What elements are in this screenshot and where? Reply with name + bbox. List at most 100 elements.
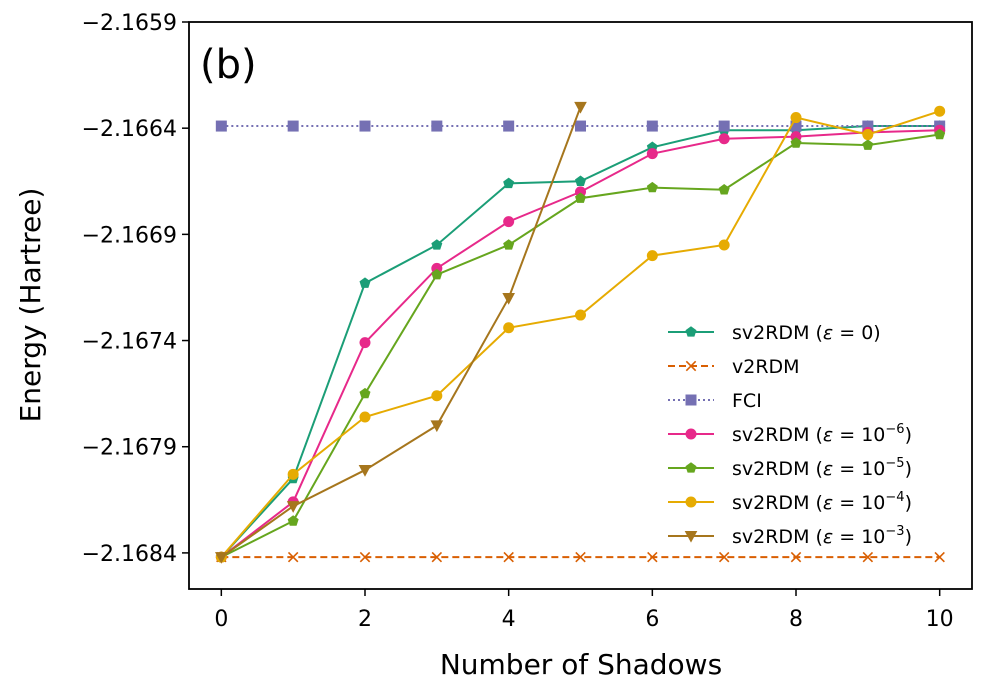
data-point: [502, 293, 515, 305]
data-point: [862, 120, 874, 132]
data-point: [574, 101, 587, 114]
data-point: [358, 465, 372, 477]
data-point: [790, 120, 802, 132]
legend-marker: [685, 360, 697, 372]
data-point: [646, 181, 658, 193]
marker-stroke: [503, 551, 514, 563]
ticks-layer: 0 2 4 6 8 10 −2.1684 −2.1679 −2.1674 −2.1669 −2.16…: [82, 11, 954, 632]
data-point: [862, 551, 874, 563]
data-point: [934, 551, 945, 563]
legend: sv2RDM (ε = 0) v2RDM FCI sv2RDM (ε = 10−6) s…: [668, 322, 912, 548]
data-point: [503, 120, 515, 132]
data-point: [359, 337, 371, 349]
data-point: [286, 501, 300, 513]
legend-marker: [685, 394, 697, 406]
legend-item: sv2RDM (ε = 10−6): [668, 422, 912, 446]
legend-item: sv2RDM (ε = 10−5): [668, 456, 912, 480]
legend-label: sv2RDM (ε = 10−5): [732, 456, 912, 480]
series-6: [215, 101, 587, 564]
legend-label: sv2RDM (ε = 10−3): [732, 524, 912, 548]
legend-item: sv2RDM (ε = 10−3): [668, 524, 912, 548]
x-axis-label: Number of Shadows: [440, 648, 722, 681]
data-point: [575, 120, 586, 132]
data-point: [503, 177, 515, 189]
data-point: [647, 551, 658, 563]
data-point: [718, 120, 730, 132]
data-point: [646, 250, 658, 262]
data-point: [646, 148, 658, 160]
marker-stroke: [647, 551, 658, 563]
legend-item: sv2RDM (ε = 10−4): [668, 490, 912, 514]
x-tick-label: 2: [358, 607, 372, 632]
legend-label: v2RDM: [732, 356, 800, 378]
y-tick-label: −2.1684: [82, 542, 177, 567]
data-point: [431, 390, 443, 402]
legend-item: v2RDM: [668, 356, 800, 378]
marker-stroke: [431, 551, 443, 563]
legend-label: sv2RDM (ε = 10−4): [732, 490, 912, 514]
data-point: [646, 120, 658, 132]
data-point: [503, 239, 515, 250]
x-tick-label: 10: [926, 607, 954, 632]
data-point: [934, 128, 946, 140]
data-point: [790, 112, 802, 124]
series-5: [215, 105, 946, 563]
y-tick-label: −2.1674: [82, 330, 177, 355]
data-point: [503, 551, 514, 563]
data-point: [287, 120, 299, 132]
marker-stroke: [934, 551, 945, 563]
data-point: [431, 239, 443, 250]
marker-stroke: [862, 551, 874, 563]
legend-marker: [685, 326, 697, 337]
x-tick-label: 8: [789, 607, 803, 632]
data-point: [718, 133, 730, 145]
legend-label: sv2RDM (ε = 10−6): [732, 422, 912, 446]
data-point: [287, 468, 299, 480]
data-point: [287, 551, 299, 563]
legend-marker: [685, 496, 697, 508]
marker-stroke: [359, 551, 371, 563]
data-point: [503, 322, 515, 334]
data-point: [790, 137, 802, 148]
series-layer: [215, 101, 946, 564]
data-point: [359, 387, 371, 399]
x-tick-label: 0: [214, 607, 228, 632]
legend-item: sv2RDM (ε = 0): [668, 322, 881, 344]
legend-label: sv2RDM (ε = 0): [732, 322, 881, 344]
legend-item: FCI: [668, 390, 762, 412]
y-tick-label: −2.1664: [82, 117, 177, 142]
legend-marker: [685, 462, 697, 473]
data-point: [431, 551, 443, 563]
data-point: [359, 277, 371, 288]
data-point: [575, 192, 586, 203]
x-tick-label: 4: [502, 607, 516, 632]
data-point: [430, 420, 444, 433]
marker-stroke: [575, 551, 586, 563]
data-point: [790, 551, 802, 563]
y-tick-label: −2.1659: [82, 11, 177, 36]
marker-stroke: [718, 551, 730, 563]
x-tick-label: 6: [645, 607, 659, 632]
panel-label: (b): [200, 42, 257, 88]
data-point: [359, 551, 371, 563]
marker-stroke: [287, 551, 299, 563]
y-axis-label: Energy (Hartree): [14, 188, 47, 423]
data-point: [718, 551, 730, 563]
data-point: [287, 515, 299, 526]
data-point: [431, 268, 443, 280]
data-point: [503, 216, 515, 228]
data-point: [215, 552, 228, 564]
data-point: [215, 120, 227, 132]
series-line: [220, 106, 582, 558]
data-point: [718, 239, 730, 251]
data-point: [575, 309, 586, 321]
data-point: [862, 129, 874, 141]
data-point: [718, 183, 730, 195]
data-point: [934, 105, 946, 117]
y-tick-label: −2.1669: [82, 223, 177, 248]
data-point: [359, 120, 371, 132]
data-point: [359, 411, 371, 423]
data-point: [431, 120, 443, 132]
